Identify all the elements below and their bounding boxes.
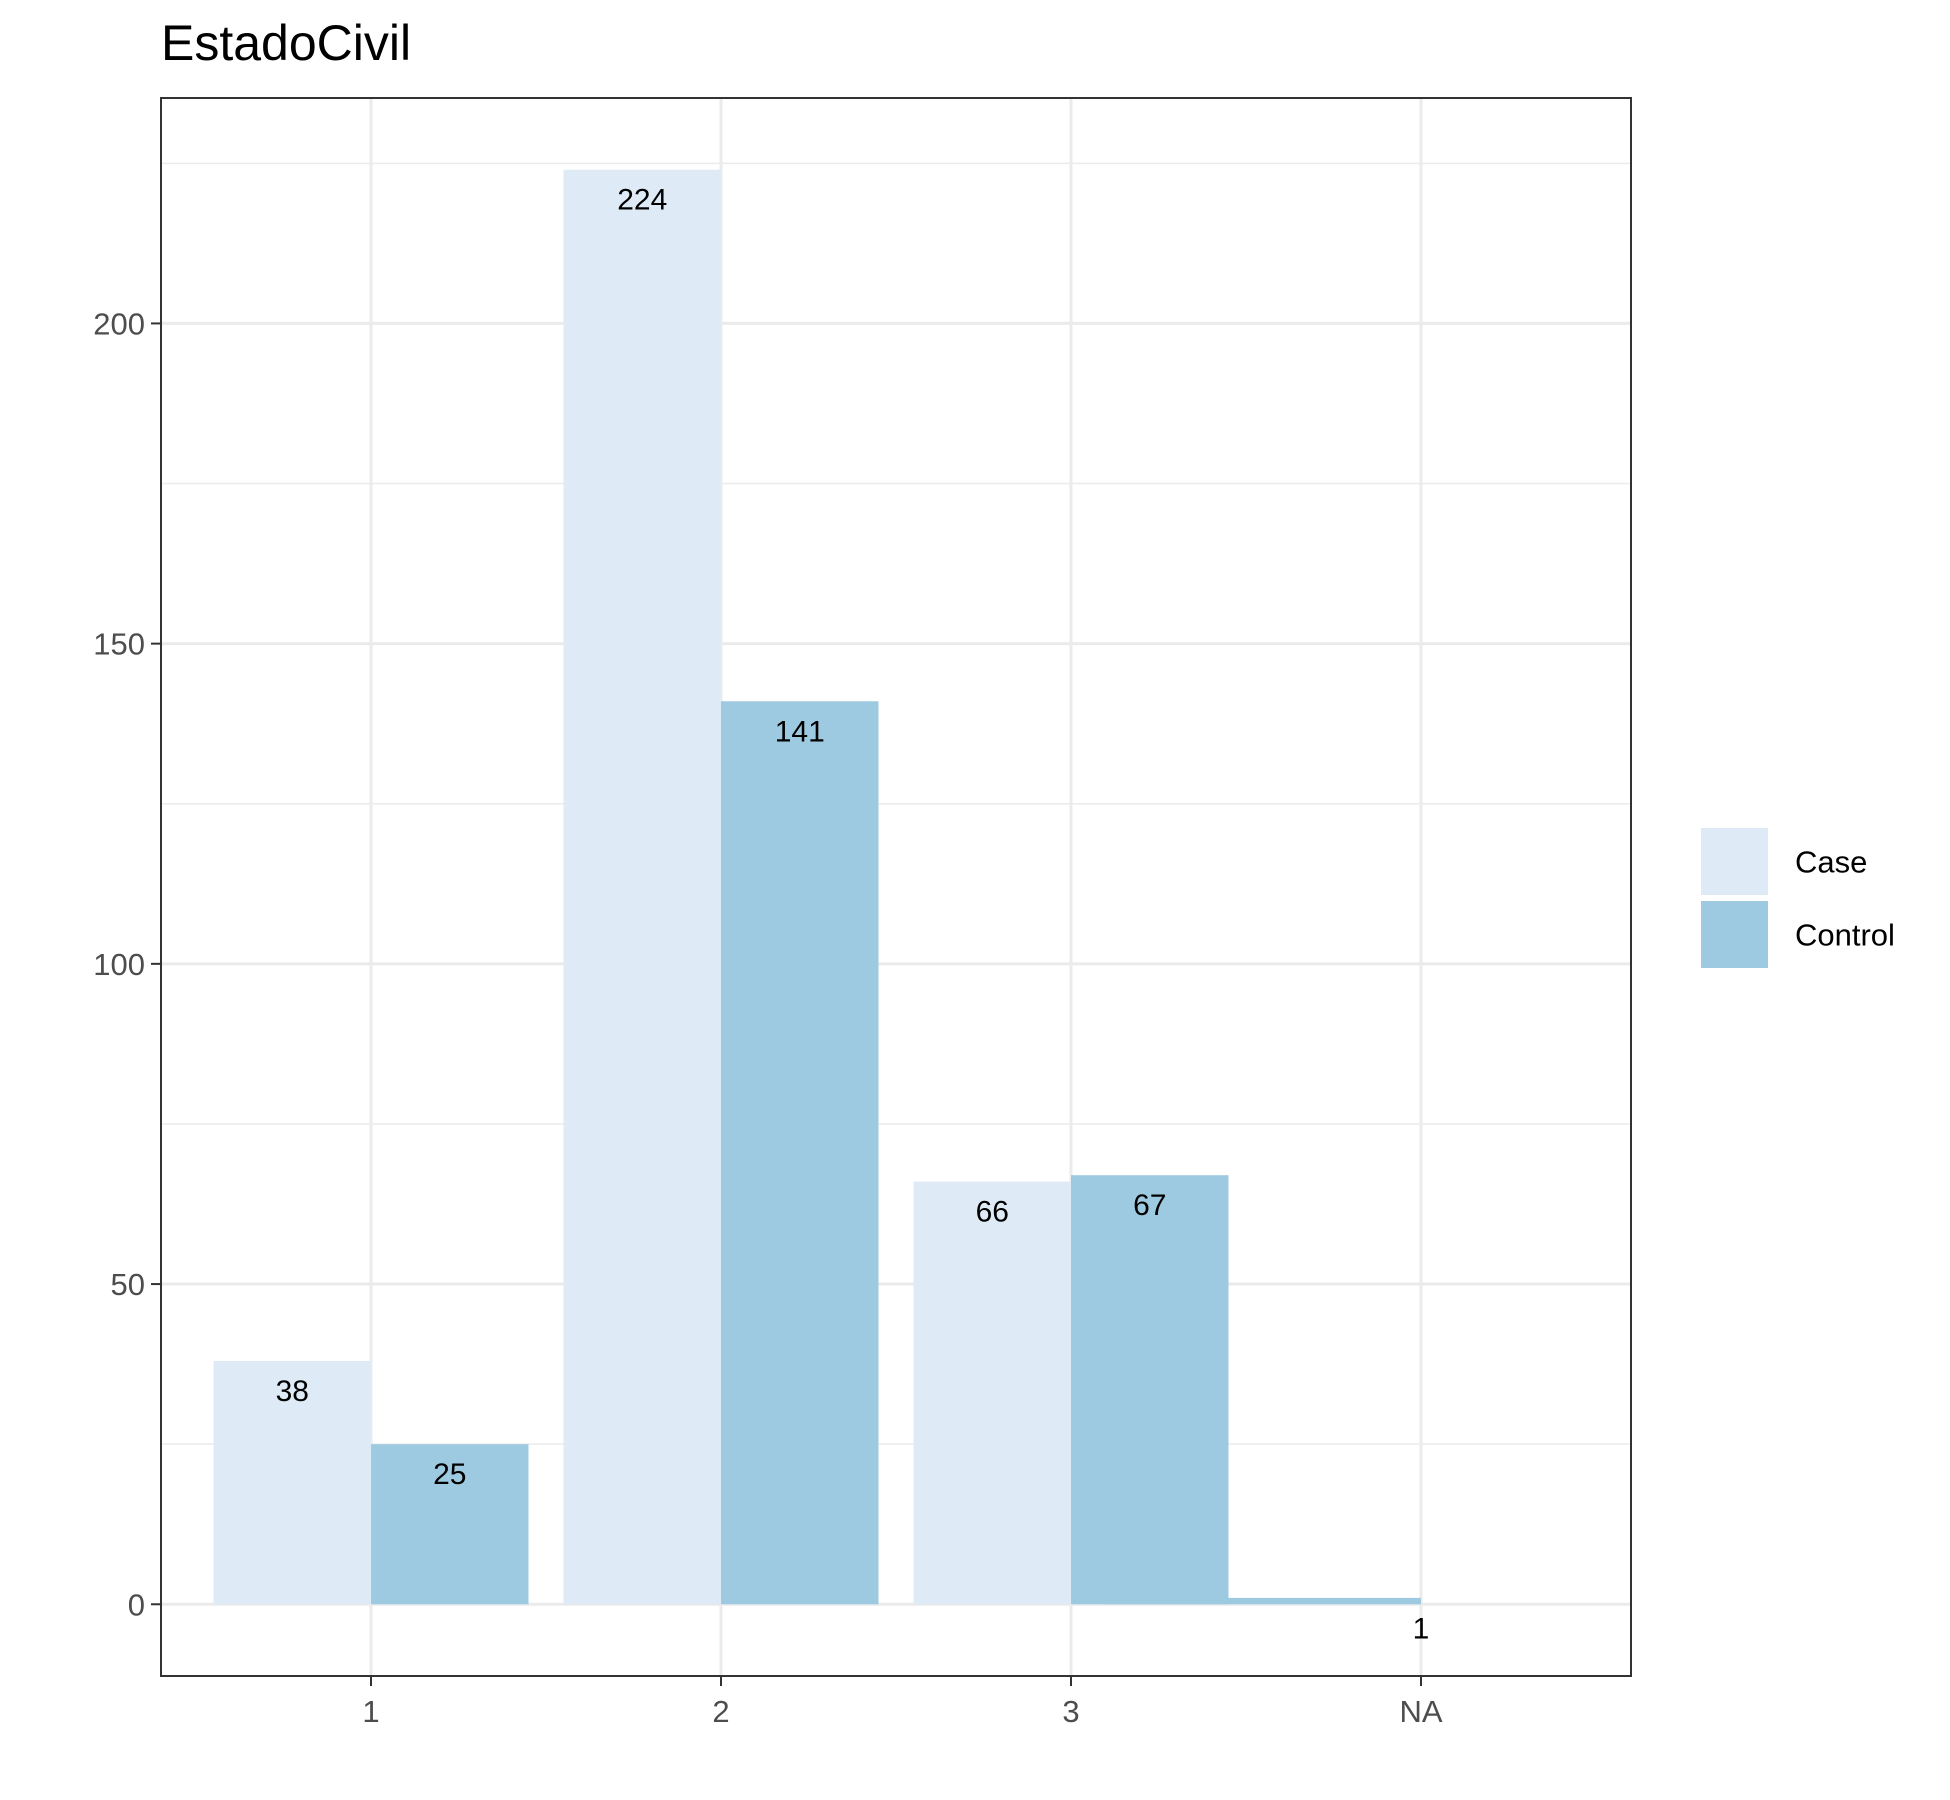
x-tick-label: 3	[1062, 1694, 1079, 1729]
legend[interactable]: Case Control	[1701, 828, 1895, 968]
y-tick-label: 0	[128, 1587, 145, 1622]
bar-value-label: 1	[1413, 1612, 1430, 1645]
plot-panel-border	[160, 97, 1632, 1677]
y-axis: 0 50 100 150 200	[93, 306, 161, 1622]
bar-control	[371, 1444, 529, 1605]
bar-control	[1071, 1175, 1229, 1605]
bar-case	[913, 1181, 1071, 1605]
bar-value-label: 224	[617, 184, 667, 217]
bar-control	[721, 701, 879, 1605]
x-tick-label: NA	[1399, 1694, 1442, 1729]
plot-panel-background	[161, 98, 1631, 1676]
bar-value-label: 67	[1133, 1189, 1166, 1222]
legend-key-case[interactable]	[1701, 828, 1768, 895]
bar-labels: 38 224 66 25 141 67 1	[276, 184, 1430, 1646]
bars	[213, 169, 1421, 1605]
x-tick-label: 1	[362, 1694, 379, 1729]
y-tick-label: 100	[93, 947, 145, 982]
y-tick-label: 50	[111, 1267, 145, 1302]
x-tick-label: 2	[712, 1694, 729, 1729]
bar-value-label: 141	[775, 715, 825, 748]
bar-case	[563, 169, 721, 1605]
y-tick-label: 150	[93, 627, 145, 662]
bar-value-label: 38	[276, 1375, 309, 1408]
bar-case	[213, 1360, 371, 1605]
legend-key-control[interactable]	[1701, 901, 1768, 968]
y-tick-label: 200	[93, 306, 145, 341]
bar-value-label: 66	[976, 1196, 1009, 1229]
bar-na	[1106, 1597, 1421, 1605]
legend-label-case[interactable]: Case	[1795, 845, 1867, 880]
x-axis: 1 2 3 NA	[362, 1676, 1443, 1729]
legend-label-control[interactable]: Control	[1795, 918, 1895, 953]
bar-value-label: 25	[433, 1458, 466, 1491]
chart-title: EstadoCivil	[161, 15, 412, 71]
